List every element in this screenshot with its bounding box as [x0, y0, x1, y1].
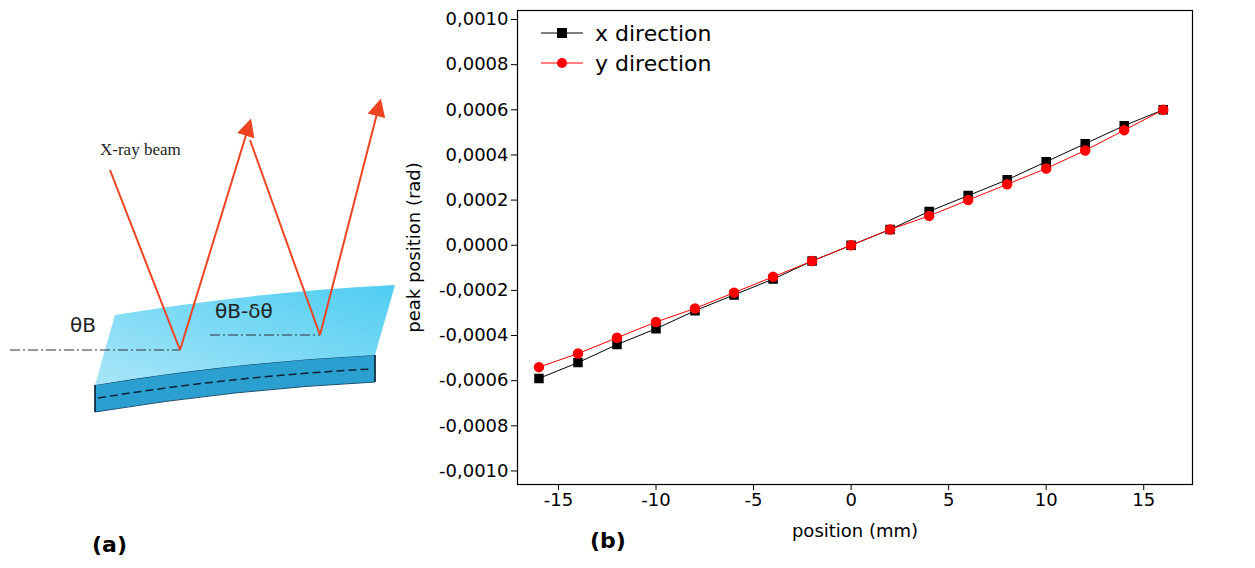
svg-text:(a): (a): [92, 532, 127, 557]
svg-text:0,0002: 0,0002: [446, 189, 509, 210]
svg-text:0,0008: 0,0008: [446, 53, 509, 74]
svg-text:5: 5: [943, 489, 954, 510]
svg-text:position (mm): position (mm): [792, 520, 918, 541]
svg-text:-0,0008: -0,0008: [439, 415, 508, 436]
svg-text:peak position (rad): peak position (rad): [403, 162, 424, 333]
svg-text:-0,0010: -0,0010: [439, 460, 508, 481]
svg-text:-15: -15: [544, 489, 573, 510]
svg-text:-10: -10: [641, 489, 670, 510]
svg-text:-0,0006: -0,0006: [439, 369, 508, 390]
svg-text:0,0010: 0,0010: [446, 8, 509, 29]
svg-text:θB-δθ: θB-δθ: [215, 299, 273, 323]
svg-text:0: 0: [845, 489, 856, 510]
svg-text:0,0006: 0,0006: [446, 99, 509, 120]
html-text:(b): (b): [590, 528, 626, 553]
html-text:y direction: y direction: [595, 50, 712, 76]
html-text:x direction: x direction: [595, 20, 712, 46]
svg-text:0,0004: 0,0004: [446, 144, 509, 165]
svg-text:15: 15: [1132, 489, 1155, 510]
svg-text:10: 10: [1035, 489, 1058, 510]
svg-text:θB: θB: [70, 313, 96, 337]
svg-text:-5: -5: [745, 489, 763, 510]
svg-text:0,0000: 0,0000: [446, 234, 509, 255]
svg-text:-0,0002: -0,0002: [439, 279, 508, 300]
svg-text:-0,0004: -0,0004: [439, 324, 508, 345]
svg-text:X-ray beam: X-ray beam: [100, 140, 181, 159]
